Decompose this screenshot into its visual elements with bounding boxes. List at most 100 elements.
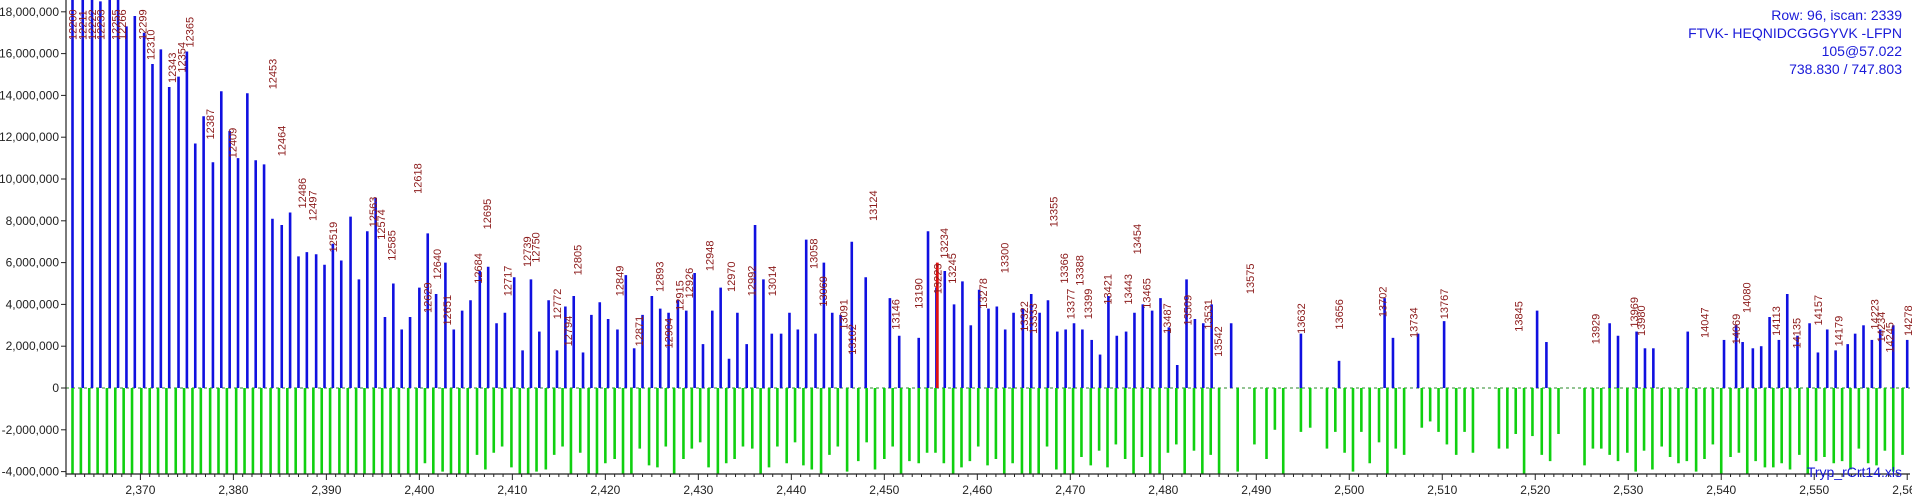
peak-label: 13969 [1629, 297, 1641, 328]
peak-label: 12563 [368, 197, 380, 228]
peak-label: 12629 [423, 282, 435, 313]
y-tick-label: -2,000,000 [2, 423, 60, 437]
x-tick-label: 2,490 [1241, 483, 1271, 497]
peak-label: 12200 [68, 9, 80, 40]
lower-series [71, 388, 1904, 474]
peak-label: 14135 [1792, 318, 1804, 349]
charge-info-text: 105@57.022 [1821, 43, 1902, 59]
peak-label: 13399 [1083, 289, 1095, 320]
peak-label: 12299 [137, 9, 149, 40]
peak-label: 13058 [809, 238, 821, 269]
x-tick-label: 2,410 [497, 483, 527, 497]
peak-label: 14069 [1731, 314, 1743, 345]
peak-label: 14080 [1741, 282, 1753, 313]
peak-label: 12222 [87, 9, 99, 40]
peak-label: 14113 [1771, 306, 1783, 336]
x-axis-ticks: 2,370 2,380 2,390 2,400 2,410 2,420 2,430 2,440… [65, 474, 1912, 497]
x-tick-label: 2,440 [776, 483, 806, 497]
peak-label: 12904 [664, 318, 676, 349]
peak-label: 13702 [1378, 287, 1390, 318]
peak-label: 12486 [297, 178, 309, 209]
peak-label: 14179 [1833, 316, 1845, 347]
peak-label: 12387 [205, 109, 217, 140]
x-tick-label: 2,420 [590, 483, 620, 497]
peak-label: 13069 [818, 276, 830, 307]
peak-label: 12871 [634, 316, 646, 347]
peak-label: 12794 [563, 316, 575, 347]
peak-label: 12255 [110, 9, 122, 40]
row-scan-text: Row: 96, iscan: 2339 [1771, 7, 1902, 23]
x-tick-label: 2,470 [1055, 483, 1085, 497]
peak-label: 13355 [1049, 197, 1061, 228]
peak-label: 13929 [1591, 314, 1603, 345]
peak-label: 12926 [684, 268, 696, 299]
peak-label: 13656 [1334, 299, 1346, 330]
peak-label: 12409 [227, 128, 239, 159]
x-tick-label: 2,480 [1148, 483, 1178, 497]
y-tick-label: -4,000,000 [2, 465, 60, 479]
peak-label: 13632 [1296, 303, 1308, 334]
peak-label: 12970 [726, 261, 738, 292]
peak-label: 13377 [1065, 289, 1077, 320]
peak-label: 12849 [614, 266, 626, 297]
peak-label: 13146 [890, 299, 902, 330]
peak-label: 13487 [1162, 303, 1174, 334]
peak-label: 13190 [914, 278, 926, 309]
peak-label: 12805 [572, 245, 584, 276]
peak-label: 12948 [704, 241, 716, 272]
y-tick-label: 12,000,000 [0, 130, 59, 144]
mz-text: 738.830 / 747.803 [1789, 61, 1902, 77]
y-tick-label: 18,000,000 [0, 5, 59, 19]
peak-label: 12343 [167, 52, 179, 83]
peak-label: 13245 [947, 253, 959, 284]
peak-label: 13014 [767, 266, 779, 297]
peak-label: 12717 [503, 266, 515, 297]
x-tick-label: 2,520 [1520, 483, 1550, 497]
peak-label: 13388 [1075, 255, 1087, 286]
y-tick-label: 16,000,000 [0, 47, 59, 61]
peak-label: 13322 [1019, 301, 1031, 332]
peak-label: 12354 [176, 42, 188, 73]
peak-label: 12618 [413, 163, 425, 194]
peak-label: 12651 [442, 295, 454, 326]
x-tick-label: 2,550 [1799, 483, 1829, 497]
peak-label: 12365 [185, 17, 197, 48]
peak-label: 12585 [386, 230, 398, 261]
x-tick-label: 2,370 [125, 483, 155, 497]
peak-label: 13845 [1514, 301, 1526, 332]
peak-label: 14047 [1699, 307, 1711, 338]
source-file-label: Tryp_rCrt14.xls [1806, 464, 1902, 480]
peak-label: 12453 [267, 59, 279, 90]
peak-label: 13091 [838, 299, 850, 330]
peak-label: 13102 [847, 324, 859, 355]
peak-label: 14223 [1870, 299, 1882, 330]
scan-info-panel: Row: 96, iscan: 2339 FTVK- HEQNIDCGGGYVK… [1688, 6, 1902, 78]
peptide-text: FTVK- HEQNIDCGGGYVK -LFPN [1688, 25, 1902, 41]
x-tick-label: 2,400 [404, 483, 434, 497]
x-tick-label: 2,430 [683, 483, 713, 497]
x-tick-label: 2,390 [311, 483, 341, 497]
x-tick-label: 2,510 [1427, 483, 1457, 497]
peak-label: 13465 [1142, 278, 1154, 309]
y-tick-label: 8,000,000 [6, 214, 60, 228]
peak-label: 12497 [307, 190, 319, 221]
peak-label: 12211 [78, 10, 90, 40]
peak-label: 13278 [978, 278, 990, 309]
peak-label: 13734 [1408, 307, 1420, 338]
peak-label: 12266 [117, 9, 129, 40]
peak-label: 13234 [939, 228, 951, 259]
peak-label: 13443 [1123, 274, 1135, 305]
peak-label: 13366 [1059, 253, 1071, 284]
peak-label: 12233 [95, 9, 107, 40]
peak-label: 13767 [1439, 289, 1451, 320]
peak-label: 12915 [675, 280, 687, 311]
peak-label: 12739 [522, 236, 534, 267]
y-tick-label: 2,000,000 [6, 339, 60, 353]
peak-label: 13300 [999, 243, 1011, 274]
peak-label: 12464 [277, 126, 289, 157]
peak-label: 13333 [1028, 303, 1040, 334]
upper-series [71, 0, 1909, 388]
x-tick-label: 2,460 [962, 483, 992, 497]
peak-label: 12574 [376, 209, 388, 240]
